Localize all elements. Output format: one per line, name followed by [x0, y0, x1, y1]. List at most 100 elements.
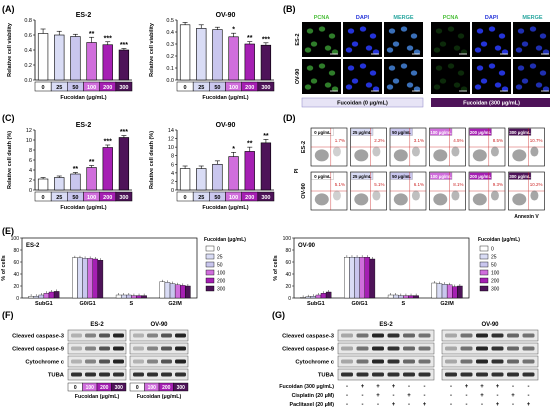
cell-nucleus	[365, 45, 373, 51]
x-tick-label: 50	[214, 85, 220, 91]
bar-G2/M-200	[452, 286, 458, 299]
dose-tag	[469, 128, 492, 136]
protein-band	[387, 359, 400, 364]
cell-nucleus	[515, 84, 523, 90]
y-tick-label: 14	[168, 128, 174, 134]
row-label: ES-2	[301, 141, 307, 153]
y-tick-label: 0.6	[24, 33, 32, 39]
treatment-sign: +	[511, 393, 515, 399]
protein-band	[85, 359, 96, 364]
treatment-sign: +	[496, 402, 500, 408]
cell-line-header: OV-90	[150, 322, 168, 328]
y-tick-label: 20	[285, 284, 291, 290]
y-tick-label: 0.1	[166, 66, 174, 72]
cell-nucleus	[347, 65, 355, 71]
blot-strip	[129, 329, 189, 342]
bar-S-0	[115, 294, 122, 299]
bar-200	[244, 43, 255, 81]
protein-band	[147, 333, 158, 338]
protein-band	[113, 359, 124, 364]
bar-G2/M-50	[169, 283, 176, 299]
dose-label: 300	[177, 385, 186, 391]
protein-band	[161, 359, 172, 364]
protein-band	[175, 346, 186, 351]
treatment-sign: -	[408, 384, 410, 390]
y-tick-label: 6	[171, 162, 174, 168]
y-tick-label: 6	[29, 158, 32, 164]
cell-nucleus	[365, 82, 373, 88]
flow-cytometry-panel: 0 μg/mL1.7%25 μg/mL2.2%50 μg/mL3.1%100 μ…	[294, 127, 545, 220]
cell-nucleus	[310, 78, 318, 84]
cell-nucleus	[388, 28, 396, 34]
cell-nucleus	[410, 70, 418, 76]
cell-population	[433, 149, 448, 162]
cell-nucleus	[447, 63, 455, 69]
cell-nucleus	[488, 63, 496, 69]
protein-band	[147, 372, 158, 377]
blot-row-label: TUBA	[48, 373, 65, 379]
quadrant-percent: 1.7%	[335, 138, 345, 143]
bar-50	[212, 29, 223, 81]
plot-frame	[293, 237, 470, 299]
apoptotic-population	[411, 190, 420, 201]
cell-nucleus	[369, 70, 377, 76]
legend-label: 25	[491, 255, 497, 261]
dose-label: 0	[74, 385, 77, 391]
cell-nucleus	[542, 49, 550, 55]
bar-G2/M-50	[441, 284, 448, 299]
panel-label-b: (B)	[283, 4, 296, 14]
treatment-sign: -	[362, 393, 364, 399]
bar-25	[196, 168, 207, 191]
bar-G2/M-100	[446, 284, 453, 299]
panel-label-g: (G)	[272, 310, 285, 320]
treatment-sign: -	[450, 402, 452, 408]
apoptotic-population	[372, 190, 381, 201]
treatment-sign: -	[481, 402, 483, 408]
legend-label: 200	[491, 279, 500, 285]
cell-nucleus	[453, 45, 461, 51]
protein-band	[476, 372, 488, 377]
bar-SubG1-200	[320, 293, 327, 299]
y-tick-label: 0	[288, 296, 291, 302]
significance-marker: ***	[120, 129, 128, 136]
cell-nucleus	[351, 78, 359, 84]
protein-band	[507, 333, 519, 338]
cell-nucleus	[539, 33, 547, 39]
bar-S-50	[126, 294, 132, 299]
cell-nucleus	[413, 86, 421, 92]
condition-bar-treated	[431, 98, 550, 107]
row-label: ES-2	[295, 33, 301, 45]
x-tick-label: 200	[245, 195, 254, 201]
protein-band	[372, 346, 384, 351]
x-tick-label: G0/G1	[352, 301, 368, 307]
chart-title: OV-90	[298, 243, 316, 249]
bar-25	[54, 177, 65, 191]
bar-100	[228, 36, 239, 81]
cell-nucleus	[304, 84, 312, 90]
bar-S-300	[413, 295, 419, 299]
x-tick-label: 200	[103, 195, 112, 201]
x-axis-label: Fucoidan (μg/mL)	[202, 95, 248, 101]
protein-band	[387, 333, 400, 338]
protein-band	[356, 333, 369, 338]
bar-G2/M-300	[185, 285, 191, 299]
treatment-sign: +	[361, 384, 365, 390]
dose-label: 200	[162, 385, 171, 391]
bar-200	[102, 44, 113, 81]
bar-SubG1-25	[33, 296, 39, 299]
significance-marker: ***	[104, 35, 112, 42]
condition-label: Fucoidan (300 μg/mL)	[463, 101, 520, 107]
cell-nucleus	[433, 84, 441, 90]
y-tick-label: 10	[26, 138, 32, 144]
protein-band	[133, 333, 144, 338]
legend-swatch	[479, 277, 489, 284]
treatment-sign: -	[346, 393, 348, 399]
y-tick-label: 12	[168, 137, 174, 143]
treatment-sign: -	[346, 402, 348, 408]
bar-G0/G1-200	[364, 257, 371, 299]
bar-50	[212, 163, 223, 191]
treatment-sign: +	[423, 402, 427, 408]
cell-nucleus	[435, 28, 443, 34]
apoptotic-population	[332, 146, 341, 157]
apoptotic-population	[530, 146, 539, 157]
